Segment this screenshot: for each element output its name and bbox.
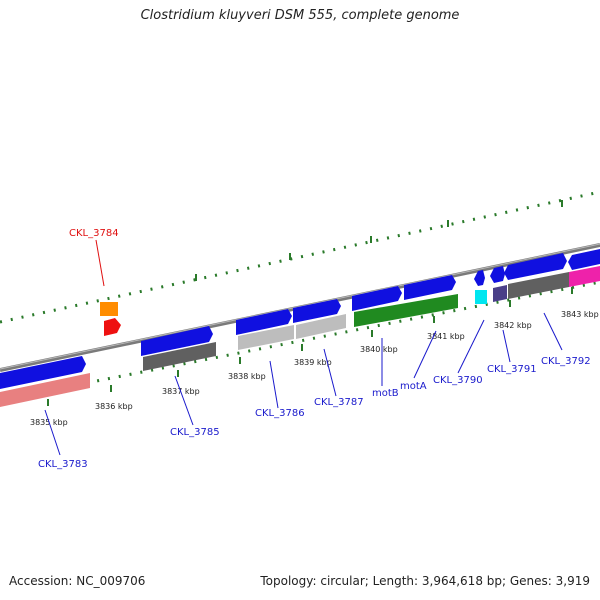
topology-label: Topology: circular; Length: 3,964,618 bp… bbox=[260, 574, 590, 588]
major-ticks bbox=[47, 200, 573, 406]
gene-label-ckl-3790[interactable]: CKL_3790 bbox=[433, 375, 483, 386]
label-leader-ckl-3784 bbox=[95, 239, 105, 287]
gene-ckl-3784-red[interactable] bbox=[104, 318, 121, 336]
gene-ckl-3792-forward[interactable] bbox=[504, 253, 567, 280]
tick-label: 3841 kbp bbox=[427, 332, 465, 341]
gene-ckl-3783-feature[interactable] bbox=[0, 373, 90, 407]
gene-next-forward[interactable] bbox=[568, 249, 600, 270]
gene-ckl-3787-feature[interactable] bbox=[296, 314, 346, 339]
gene-label-ckl-3785[interactable]: CKL_3785 bbox=[170, 427, 220, 438]
gene-ckl-3790-forward[interactable] bbox=[474, 270, 485, 286]
gene-motb-feature[interactable] bbox=[354, 294, 458, 327]
gene-ckl-3787-forward[interactable] bbox=[293, 299, 341, 323]
tick-label: 3843 kbp bbox=[561, 310, 599, 319]
tick-label: 3838 kbp bbox=[228, 372, 266, 381]
gene-ckl-3792-feature[interactable] bbox=[508, 272, 569, 299]
gene-label-ckl-3783[interactable]: CKL_3783 bbox=[38, 459, 88, 470]
genome-backbone-highlight bbox=[0, 243, 600, 370]
gene-ckl-3791-forward[interactable] bbox=[490, 266, 505, 283]
gene-motb-forward[interactable] bbox=[352, 286, 402, 311]
gene-ckl-3786-forward[interactable] bbox=[236, 309, 292, 335]
label-leaders bbox=[44, 312, 563, 456]
gene-mota-forward[interactable] bbox=[404, 275, 456, 300]
gene-label-ckl-3792[interactable]: CKL_3792 bbox=[541, 356, 591, 367]
tick-label: 3839 kbp bbox=[294, 358, 332, 367]
tick-label: 3840 kbp bbox=[360, 345, 398, 354]
gene-ckl-3785-forward[interactable] bbox=[141, 326, 213, 356]
gene-label-ckl-3784[interactable]: CKL_3784 bbox=[69, 228, 119, 239]
tick-label: 3836 kbp bbox=[95, 402, 133, 411]
gene-label-ckl-3786[interactable]: CKL_3786 bbox=[255, 408, 305, 419]
gene-ckl-3791-feature[interactable] bbox=[493, 285, 507, 302]
tick-label: 3842 kbp bbox=[494, 321, 532, 330]
gene-ckl-3783-forward[interactable] bbox=[0, 356, 86, 389]
genome-title: Clostridium kluyveri DSM 555, complete g… bbox=[140, 8, 460, 23]
gene-ckl-3786-feature[interactable] bbox=[238, 325, 294, 350]
gene-label-mota[interactable]: motA bbox=[400, 381, 427, 392]
gene-ckl-3785-feature[interactable] bbox=[143, 342, 216, 371]
gene-ckl-3790-feature[interactable] bbox=[475, 290, 487, 304]
gene-label-motb[interactable]: motB bbox=[372, 388, 399, 399]
gene-label-ckl-3791[interactable]: CKL_3791 bbox=[487, 364, 537, 375]
gene-ckl-3784-orange[interactable] bbox=[100, 302, 118, 316]
gene-next-feature[interactable] bbox=[569, 266, 600, 287]
gene-label-ckl-3787[interactable]: CKL_3787 bbox=[314, 397, 364, 408]
accession-label: Accession: NC_009706 bbox=[9, 574, 146, 588]
